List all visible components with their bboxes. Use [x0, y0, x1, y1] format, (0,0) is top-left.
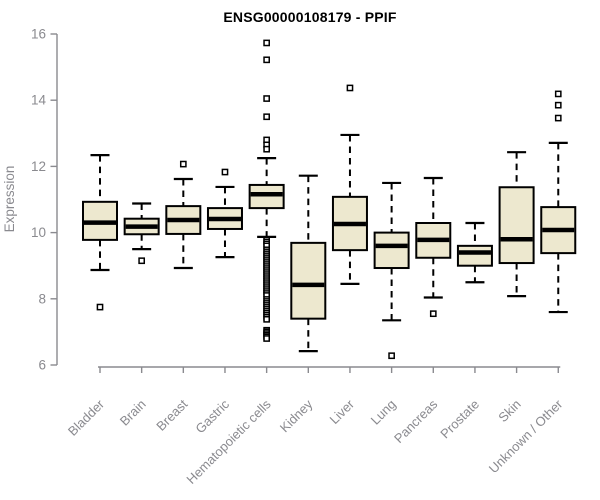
- x-axis-label: Brain: [117, 397, 149, 429]
- boxplot-box: [123, 202, 160, 265]
- boxplot-box: [456, 221, 493, 284]
- x-axis-label: Gastric: [192, 396, 232, 436]
- y-tick-label: 8: [38, 291, 46, 306]
- x-axis-label: Bladder: [65, 396, 108, 439]
- y-tick-label: 12: [31, 159, 46, 174]
- x-axis-label: Kidney: [277, 396, 316, 435]
- boxplot-box: [165, 160, 202, 270]
- boxplot-box: [498, 151, 535, 298]
- boxplot-box: [373, 181, 410, 360]
- boxplot-box: [540, 90, 577, 314]
- outlier-point: [346, 84, 354, 92]
- x-axis-label: Pancreas: [391, 396, 441, 446]
- outlier-point: [263, 39, 270, 47]
- outlier-point: [221, 168, 229, 176]
- outlier-point: [138, 257, 146, 265]
- x-axis-label: Unknown / Other: [486, 396, 566, 476]
- boxplot-box: [82, 154, 118, 311]
- outlier-point: [554, 114, 562, 122]
- boxplot-box: [248, 39, 285, 342]
- y-tick-label: 10: [31, 225, 46, 240]
- outlier-point: [263, 145, 270, 153]
- y-tick-label: 16: [31, 27, 46, 42]
- outlier-point: [388, 352, 395, 360]
- outlier-point: [263, 315, 270, 323]
- outlier-point: [554, 101, 562, 109]
- y-axis-title: Expression: [2, 166, 17, 233]
- outlier-point: [263, 113, 270, 121]
- outlier-point: [429, 310, 437, 318]
- outlier-point: [263, 56, 270, 64]
- y-axis: 6 8 10 12 14 16 Expression: [2, 27, 58, 373]
- outlier-point: [179, 160, 187, 168]
- outlier-point: [263, 95, 270, 102]
- outlier-point: [263, 335, 270, 342]
- boxplot-box: [290, 174, 327, 353]
- y-tick-label: 6: [38, 358, 46, 373]
- x-axis-label: Liver: [327, 396, 358, 427]
- boxplot-box: [415, 176, 452, 318]
- x-axis-label: Breast: [153, 396, 190, 433]
- x-axis-label: Prostate: [437, 397, 482, 442]
- boxplot-box: [331, 84, 368, 286]
- boxplot-box: [206, 168, 243, 259]
- outlier-point: [554, 90, 562, 98]
- y-tick-label: 14: [31, 93, 47, 108]
- outlier-point: [96, 303, 104, 311]
- x-axis-label: Skin: [495, 397, 523, 425]
- chart-title: ENSG00000108179 - PPIF: [223, 9, 397, 25]
- x-axis-label: Lung: [368, 397, 399, 428]
